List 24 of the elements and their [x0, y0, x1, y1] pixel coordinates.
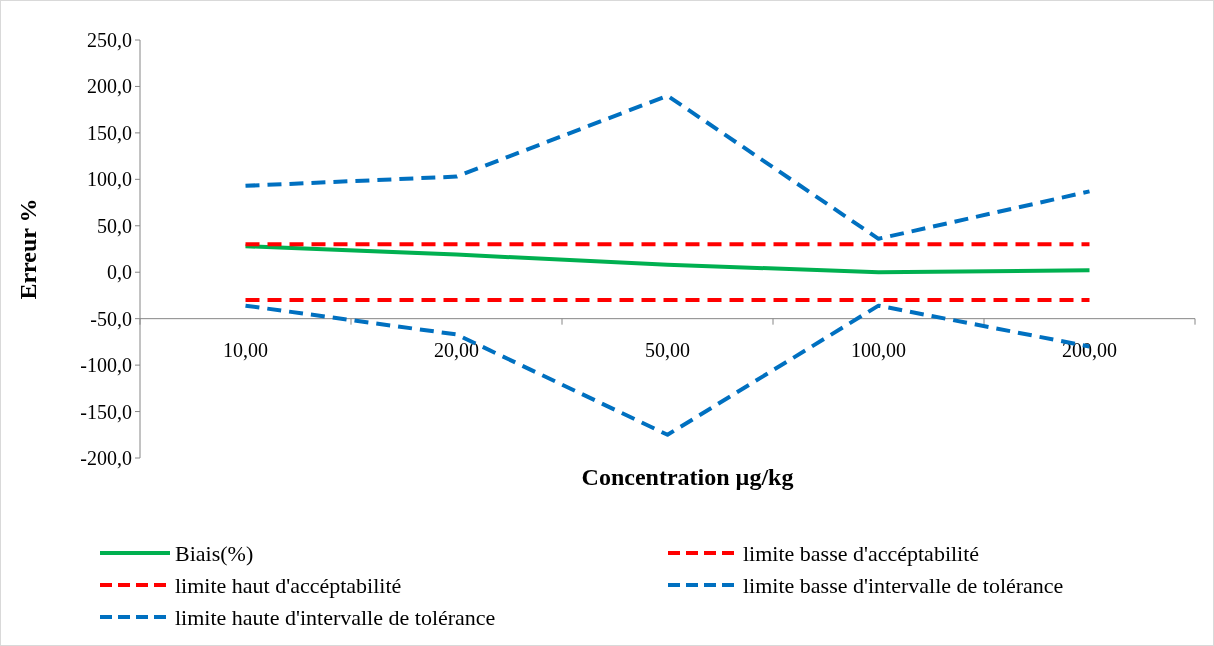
x-tick-label: 50,00: [645, 338, 690, 361]
y-axis-title: Erreur %: [15, 198, 41, 300]
legend-label: limite basse d'intervalle de tolérance: [743, 572, 1064, 598]
x-tick-label: 10,00: [223, 338, 268, 361]
legend-label: Biais(%): [175, 540, 254, 566]
line-series: [243, 93, 1092, 241]
y-tick-label: 200,0: [87, 75, 132, 98]
y-tick-label: 50,0: [97, 214, 132, 237]
y-tick-label: 0,0: [107, 261, 132, 284]
legend-label: limite basse d'accéptabilité: [743, 540, 980, 566]
x-tick-label: 20,00: [434, 338, 479, 361]
y-tick-label: 250,0: [87, 29, 132, 51]
x-axis-title: Concentration µg/kg: [581, 464, 794, 490]
legend-label: limite haut d'accéptabilité: [175, 572, 402, 598]
y-tick-label: 100,0: [87, 168, 132, 191]
y-tick-label: -200,0: [80, 447, 132, 469]
y-tick-label: -100,0: [80, 354, 132, 377]
y-tick-label: 150,0: [87, 121, 132, 144]
y-tick-label: -150,0: [80, 400, 132, 423]
legend-label: limite haute d'intervalle de tolérance: [175, 604, 496, 630]
x-tick-label: 100,00: [851, 338, 906, 361]
x-tick-label: 200,00: [1062, 338, 1117, 361]
y-tick-label: -50,0: [90, 307, 132, 330]
line-series: [243, 244, 1092, 275]
